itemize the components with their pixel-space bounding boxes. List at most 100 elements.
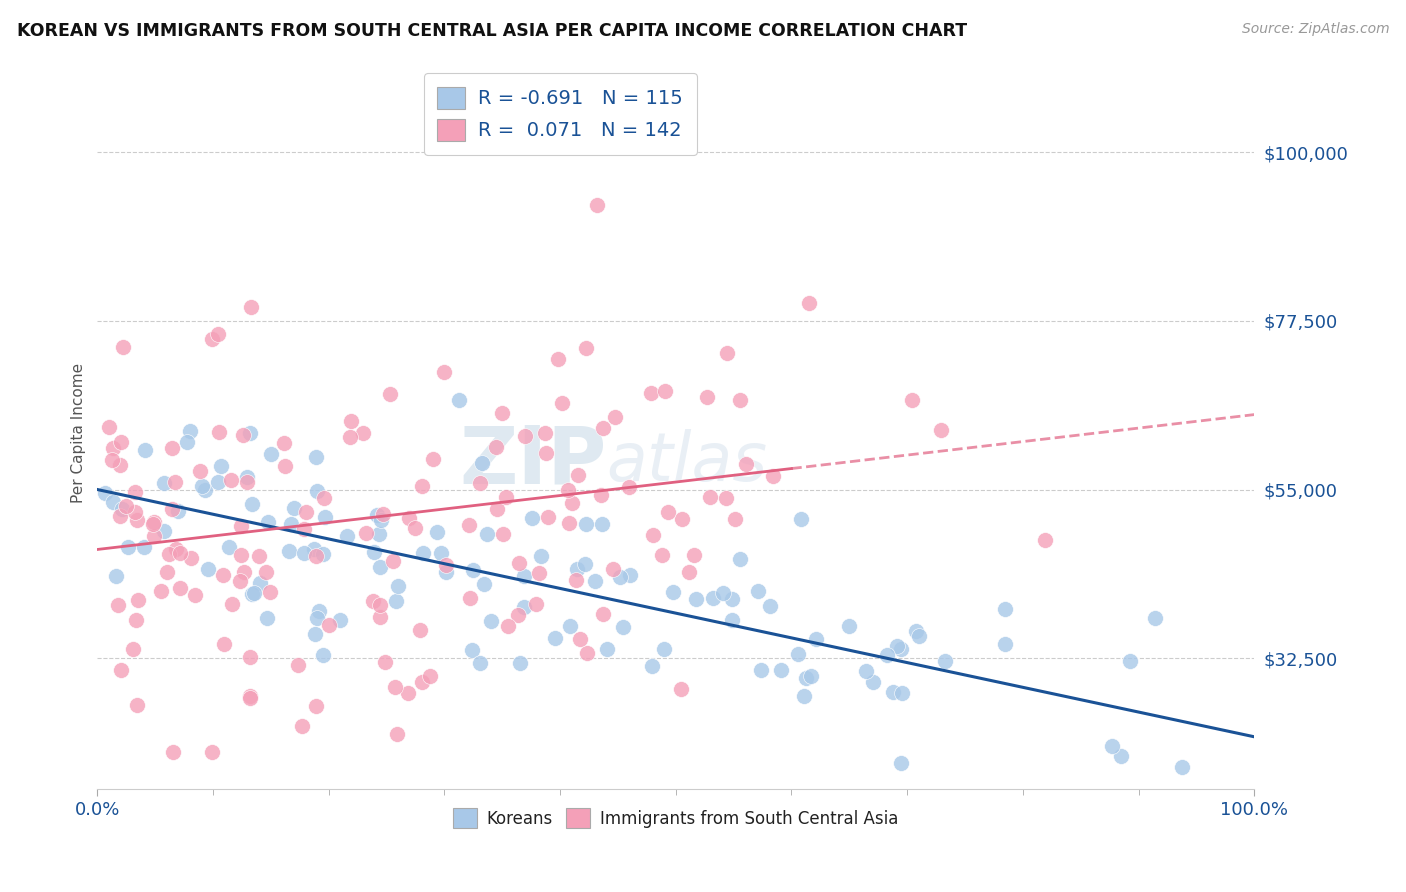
Point xyxy=(537,510,560,524)
Point xyxy=(716,345,738,359)
Point xyxy=(534,446,557,460)
Point xyxy=(491,405,513,419)
Point xyxy=(150,583,173,598)
Point xyxy=(278,544,301,558)
Point xyxy=(160,441,183,455)
Point xyxy=(929,423,952,437)
Point xyxy=(305,699,328,714)
Point xyxy=(641,528,664,542)
Point xyxy=(336,529,359,543)
Point xyxy=(305,611,328,625)
Point xyxy=(1033,533,1056,547)
Point xyxy=(685,591,707,606)
Point xyxy=(157,547,180,561)
Point xyxy=(368,610,391,624)
Point xyxy=(176,435,198,450)
Point xyxy=(890,756,912,770)
Point xyxy=(904,624,927,639)
Point xyxy=(433,365,456,379)
Point xyxy=(592,421,614,435)
Point xyxy=(612,620,634,634)
Point xyxy=(574,557,596,571)
Point xyxy=(240,587,263,601)
Point xyxy=(218,541,240,555)
Point xyxy=(419,669,441,683)
Point xyxy=(591,516,613,531)
Point xyxy=(495,490,517,504)
Point xyxy=(101,453,124,467)
Point xyxy=(596,642,619,657)
Point xyxy=(201,332,224,346)
Point xyxy=(793,689,815,703)
Point xyxy=(838,619,860,633)
Point xyxy=(273,436,295,450)
Point xyxy=(472,576,495,591)
Legend: Koreans, Immigrants from South Central Asia: Koreans, Immigrants from South Central A… xyxy=(447,802,905,834)
Point xyxy=(339,414,361,428)
Point xyxy=(368,559,391,574)
Point xyxy=(702,591,724,606)
Point xyxy=(591,488,613,502)
Point xyxy=(329,613,352,627)
Point xyxy=(471,456,494,470)
Point xyxy=(699,491,721,505)
Point xyxy=(468,475,491,490)
Point xyxy=(188,464,211,478)
Point xyxy=(259,584,281,599)
Point xyxy=(165,542,187,557)
Point xyxy=(569,632,592,647)
Point xyxy=(247,549,270,563)
Point xyxy=(485,502,508,516)
Point xyxy=(994,602,1017,616)
Point xyxy=(236,470,259,484)
Text: atlas: atlas xyxy=(606,429,768,495)
Point xyxy=(547,351,569,366)
Point xyxy=(759,599,782,613)
Point xyxy=(294,505,316,519)
Point xyxy=(142,516,165,531)
Point xyxy=(153,524,176,538)
Point xyxy=(806,632,828,646)
Y-axis label: Per Capita Income: Per Capita Income xyxy=(72,363,86,503)
Point xyxy=(280,517,302,532)
Point xyxy=(422,451,444,466)
Point xyxy=(363,544,385,558)
Point xyxy=(934,654,956,668)
Point xyxy=(557,483,579,498)
Point xyxy=(512,599,534,614)
Point xyxy=(374,655,396,669)
Point xyxy=(156,566,179,580)
Point xyxy=(93,485,115,500)
Point xyxy=(370,513,392,527)
Point xyxy=(318,618,340,632)
Point xyxy=(305,549,328,564)
Point xyxy=(184,588,207,602)
Point xyxy=(305,484,328,499)
Point xyxy=(609,570,631,584)
Point xyxy=(211,458,233,473)
Point xyxy=(619,568,641,582)
Point xyxy=(378,386,401,401)
Point xyxy=(730,552,752,566)
Point xyxy=(366,508,388,522)
Point xyxy=(180,550,202,565)
Point xyxy=(586,198,609,212)
Point xyxy=(201,745,224,759)
Point xyxy=(797,296,820,310)
Point xyxy=(561,495,583,509)
Point xyxy=(508,608,530,623)
Point xyxy=(513,429,536,443)
Point xyxy=(602,562,624,576)
Point xyxy=(143,529,166,543)
Point xyxy=(110,663,132,677)
Point xyxy=(409,624,432,638)
Point xyxy=(657,505,679,519)
Point xyxy=(207,425,229,440)
Point xyxy=(794,671,817,685)
Point xyxy=(458,591,481,605)
Point xyxy=(229,574,252,588)
Point xyxy=(111,340,134,354)
Point xyxy=(786,647,808,661)
Point xyxy=(396,686,419,700)
Point xyxy=(908,629,931,643)
